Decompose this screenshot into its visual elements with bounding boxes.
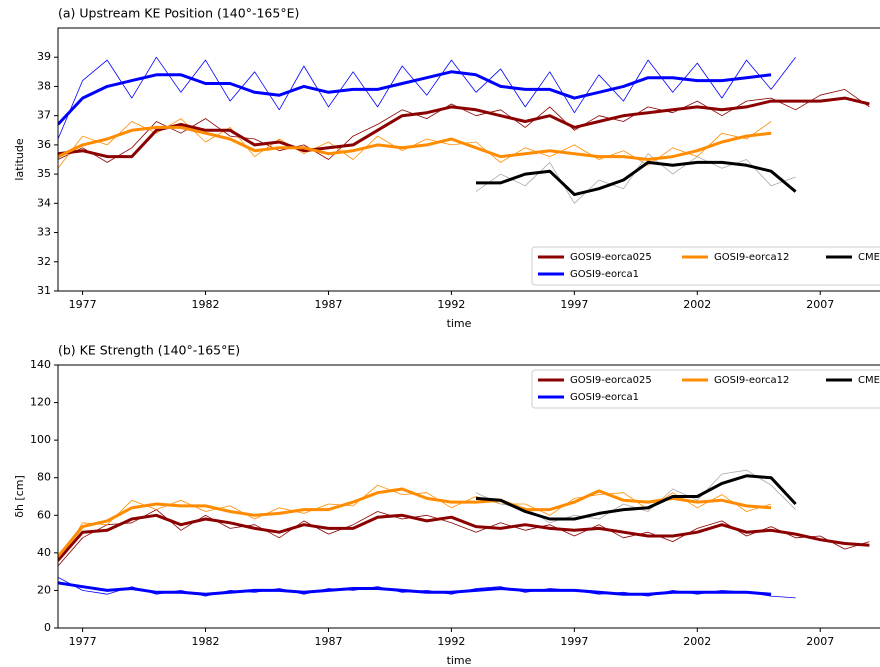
y-tick-label: 32 [37,255,51,268]
x-tick-label: 2007 [806,635,834,648]
raw-line [475,153,796,204]
y-tick-label: 33 [37,226,51,239]
smoothed-line [58,125,772,161]
x-tick-label: 2007 [806,298,834,311]
y-axis-label: δh [cm] [13,475,26,518]
plot-area [58,469,870,599]
x-tick-label: 1997 [560,635,588,648]
y-tick-label: 39 [37,50,51,63]
x-tick-label: 1997 [560,298,588,311]
smoothed-line [58,581,772,596]
smoothed-line [58,487,772,558]
smoothed-line [476,160,797,197]
x-tick-label: 1982 [192,635,220,648]
legend-box [531,369,880,409]
legend-label: GOSI9-eorca12 [714,252,789,263]
smoothed-line [475,474,797,521]
chart-title: (a) Upstream KE Position (140°-165°E) [58,6,299,21]
y-axis-label: latitude [13,138,26,180]
y-tick-label: 34 [37,196,51,209]
smoothed-line [58,70,772,126]
legend-label: CMEMS [858,252,880,263]
y-tick-label: 40 [37,546,51,559]
y-tick-label: 60 [37,508,51,521]
y-tick-label: 0 [44,621,51,634]
x-tick-label: 1992 [437,298,465,311]
legend-label: GOSI9-eorca12 [714,375,789,386]
raw-line [475,469,796,524]
x-tick-label: 1977 [69,635,97,648]
y-tick-label: 100 [30,433,51,446]
x-tick-label: 1987 [314,298,342,311]
y-tick-label: 38 [37,79,51,92]
y-tick-label: 31 [37,284,51,297]
smoothed-line [58,96,870,159]
y-tick-label: 80 [37,471,51,484]
y-tick-label: 36 [37,138,51,151]
y-tick-label: 140 [30,358,51,371]
x-axis-label: time [447,654,472,667]
y-tick-label: 20 [37,583,51,596]
legend-label: GOSI9-eorca1 [570,269,639,280]
plot-area [58,56,870,204]
x-tick-label: 1982 [192,298,220,311]
y-tick-label: 120 [30,396,51,409]
y-tick-label: 37 [37,109,51,122]
legend-label: GOSI9-eorca1 [570,392,639,403]
legend-box [531,246,880,286]
chart-title: (b) KE Strength (140°-165°E) [58,343,240,358]
legend-label: GOSI9-eorca025 [570,375,652,386]
smoothed-line [58,513,870,562]
axes-frame [57,364,880,629]
raw-line [58,509,870,567]
legend-label: GOSI9-eorca025 [570,252,652,263]
x-tick-label: 2002 [683,298,711,311]
x-tick-label: 1992 [437,635,465,648]
x-axis-label: time [447,317,472,330]
axes-frame [57,27,880,292]
x-tick-label: 1977 [69,298,97,311]
y-tick-label: 35 [37,167,51,180]
x-tick-label: 2002 [683,635,711,648]
raw-line [58,56,796,140]
raw-line [58,576,796,599]
legend-label: CMEMS [858,375,880,386]
x-tick-label: 1987 [314,635,342,648]
